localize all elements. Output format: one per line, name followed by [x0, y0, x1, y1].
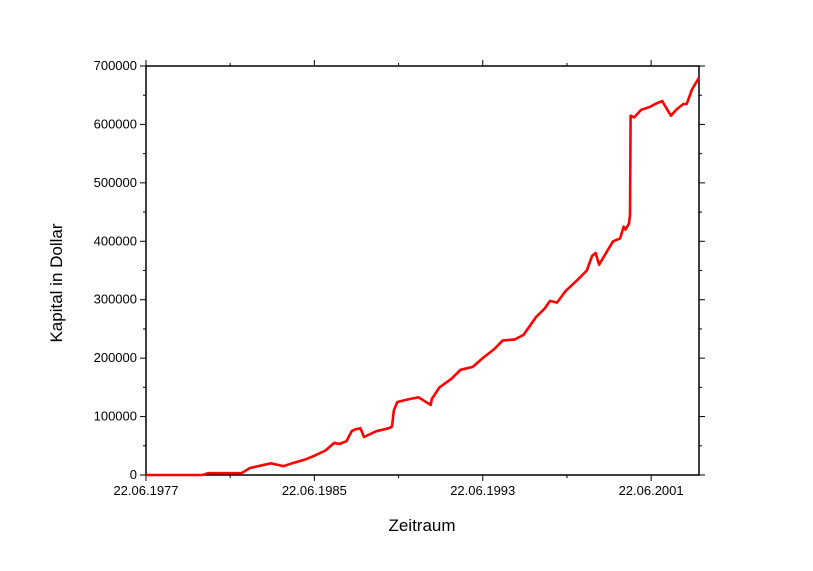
x-tick-label: 22.06.1993 — [450, 483, 515, 498]
y-tick-label: 600000 — [94, 116, 137, 131]
y-tick-label: 400000 — [94, 233, 137, 248]
axis-ticks — [140, 60, 705, 481]
y-tick-label: 500000 — [94, 175, 137, 190]
x-tick-label: 22.06.2001 — [619, 483, 684, 498]
x-axis-title: Zeitraum — [388, 516, 455, 535]
y-tick-label: 700000 — [94, 58, 137, 73]
y-tick-label: 100000 — [94, 409, 137, 424]
y-tick-label: 0 — [130, 467, 137, 482]
x-tick-label: 22.06.1977 — [113, 483, 178, 498]
x-tick-labels: 22.06.1977 22.06.1985 22.06.1993 22.06.2001 — [113, 483, 683, 498]
y-axis-title: Kapital in Dollar — [47, 223, 66, 342]
y-tick-label: 200000 — [94, 350, 137, 365]
plot-frame — [145, 65, 700, 476]
y-tick-label: 300000 — [94, 292, 137, 307]
series-line — [146, 77, 701, 477]
x-tick-label: 22.06.1985 — [282, 483, 347, 498]
y-tick-labels: 0 100000 200000 300000 400000 500000 600000 700… — [94, 58, 137, 482]
